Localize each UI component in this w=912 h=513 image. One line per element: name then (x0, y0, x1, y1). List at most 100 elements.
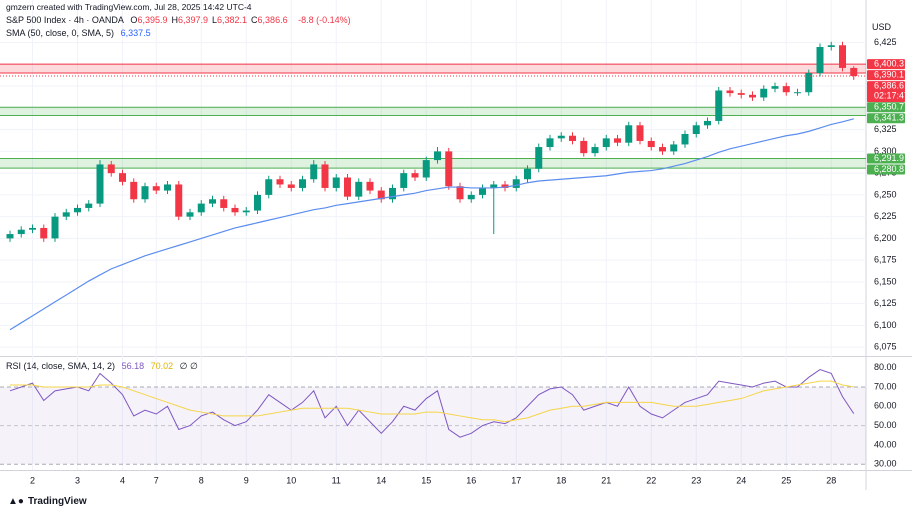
x-tick-label: 25 (781, 475, 791, 485)
rsi-line (9, 369, 855, 438)
x-tick-label: 11 (332, 475, 341, 485)
price-label: 6,291.9 (874, 153, 904, 163)
candle-body (614, 138, 621, 143)
candle-body (85, 203, 93, 208)
candle-body (479, 187, 486, 195)
y-tick-label: 6,325 (874, 124, 897, 134)
price-label-box (867, 113, 905, 124)
zone (0, 64, 866, 74)
candle-body (636, 125, 644, 141)
x-tick-label: 15 (421, 475, 431, 485)
candle-body (512, 179, 520, 188)
ohlc: O6,395.9 H6,397.9 L6,382.1 C6,386.6 (130, 15, 291, 25)
price-label: 6,350.7 (874, 102, 904, 112)
candle-body (827, 45, 835, 47)
candle-body (231, 207, 239, 213)
zone (0, 107, 866, 116)
x-tick-label: 9 (244, 475, 249, 485)
candle-body (794, 92, 801, 94)
candle-body (524, 168, 531, 180)
y-tick-label: 6,225 (874, 211, 897, 221)
y-tick-label: 6,200 (874, 233, 897, 243)
candle-body (839, 45, 846, 68)
y-tick-label: 30.00 (874, 459, 897, 469)
rsi-name: RSI (14, close, SMA, 14, 2) (6, 361, 116, 371)
x-tick-label: 2 (30, 475, 35, 485)
candle-body (209, 199, 216, 204)
candle-body (51, 216, 59, 239)
candle-body (602, 138, 610, 148)
candle-body (389, 187, 396, 200)
candle-body (422, 160, 430, 178)
y-tick-label: 40.00 (874, 439, 897, 449)
candle-body (467, 194, 475, 200)
candle-body (310, 164, 318, 180)
candle-body (411, 173, 419, 178)
candle-body (771, 86, 779, 89)
countdown: 02:17:47 (874, 91, 909, 101)
sma-legend: SMA (50, close, 0, SMA, 5) 6,337.5 (6, 28, 155, 38)
created-note: gmzern created with TradingView.com, Jul… (6, 2, 252, 12)
sma-name: SMA (50, close, 0, SMA, 5) (6, 28, 115, 38)
candle-body (445, 151, 453, 187)
candle-body (704, 120, 711, 126)
candle-body (580, 140, 588, 154)
candle-body (40, 227, 48, 239)
price-label: 6,386.6 (874, 81, 904, 91)
candle-body (737, 93, 745, 95)
y-tick-label: 6,125 (874, 298, 897, 308)
x-tick-label: 8 (199, 475, 204, 485)
x-tick-label: 17 (511, 475, 521, 485)
candle-body (670, 144, 678, 152)
price-label-box (867, 81, 905, 103)
candle-body (175, 184, 183, 217)
y-tick-label: 6,250 (874, 189, 897, 199)
ohlc-value: 6,386.6 (257, 15, 288, 25)
ohlc-value: 6,395.9 (137, 15, 168, 25)
candle-body (805, 73, 813, 93)
candle-body (265, 179, 273, 195)
candle-body (197, 203, 205, 213)
y-tick-label: 6,150 (874, 276, 897, 286)
x-tick-label: 24 (736, 475, 746, 485)
x-tick-label: 18 (556, 475, 566, 485)
y-tick-label: 50.00 (874, 420, 897, 430)
price-label: 6,341.3 (874, 113, 904, 123)
sma-line (9, 118, 854, 331)
x-tick-label: 22 (646, 475, 656, 485)
candle-body (96, 164, 104, 204)
candle-body (62, 212, 70, 217)
unit: USD (872, 22, 892, 32)
price-label-box (867, 164, 905, 175)
candle-body (400, 173, 408, 188)
candle-body (276, 179, 284, 185)
logo: ▲● TradingView (8, 496, 87, 507)
sma-value: 6,337.5 (120, 28, 151, 38)
rsi-extra: ∅ ∅ (179, 361, 198, 371)
candle-body (546, 138, 554, 148)
candle-body (749, 94, 756, 98)
price-legend: S&P 500 Index · 4h · OANDA O6,395.9 H6,39… (6, 15, 355, 25)
y-tick-label: 6,075 (874, 342, 897, 352)
candle-body (501, 184, 509, 188)
price-label: 6,390.1 (874, 70, 904, 80)
candle-body (344, 177, 351, 197)
candle-body (332, 177, 340, 188)
price-label-box (867, 102, 905, 113)
candle-body (535, 147, 543, 169)
y-tick-label: 6,100 (874, 320, 897, 330)
candle-body (647, 140, 655, 148)
zone (0, 158, 866, 169)
price-label: 6,400.3 (874, 59, 904, 69)
candle-body (130, 181, 138, 200)
x-tick-label: 28 (826, 475, 836, 485)
candle-body (299, 179, 306, 188)
candle-body (434, 151, 441, 161)
x-tick-label: 14 (376, 475, 386, 485)
candle-body (107, 164, 115, 174)
candle-body (186, 212, 194, 217)
candle-body (659, 147, 666, 152)
candle-body (816, 46, 824, 74)
x-tick-label: 4 (120, 475, 125, 485)
